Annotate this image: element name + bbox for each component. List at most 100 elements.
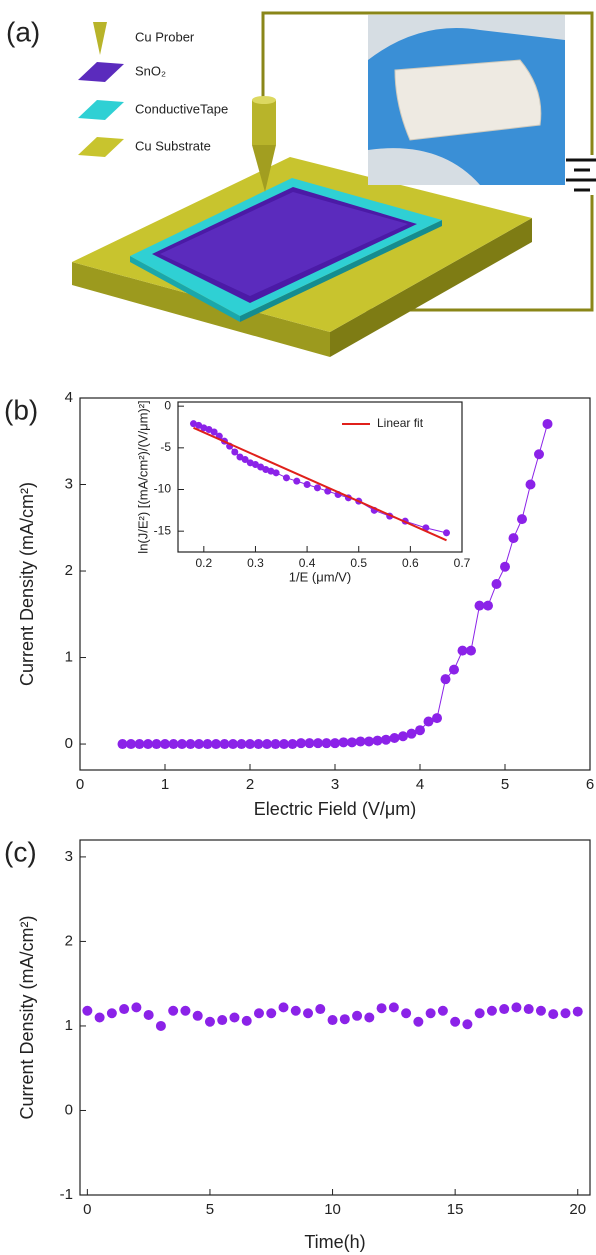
data-point [254,1008,264,1018]
y-tick-label: 2 [65,562,73,579]
y-tick-label: 4 [65,389,73,406]
data-point [475,1008,485,1018]
y-tick-label: -15 [154,523,172,537]
data-point [347,737,357,747]
legend-label: Cu Substrate [135,138,211,153]
data-point [407,729,417,739]
x-tick-label: 6 [586,776,594,793]
data-point [180,1006,190,1016]
data-point [560,1008,570,1018]
panel-label: (c) [4,836,37,867]
y-tick-label: -5 [160,440,171,454]
data-point [131,1002,141,1012]
x-tick-label: 4 [416,776,424,793]
icon-tape [78,100,124,120]
data-point [144,1010,154,1020]
probe [252,100,276,145]
x-tick-label: 0.7 [454,556,471,570]
data-point [283,474,290,481]
data-point [511,1002,521,1012]
data-point [526,480,536,490]
icon-sno2 [78,62,124,82]
data-point [279,1002,289,1012]
y-axis-label: Current Density (mA/cm²) [17,482,37,686]
data-point [288,739,298,749]
data-point [517,514,527,524]
data-point [205,1017,215,1027]
data-point [156,1021,166,1031]
x-axis-label: Time(h) [304,1232,365,1252]
x-axis-label: Electric Field (V/μm) [254,799,416,819]
x-tick-label: 0 [76,776,84,793]
x-tick-label: 0.2 [195,556,212,570]
data-point [315,1004,325,1014]
data-point [95,1013,105,1023]
figure: (a) Cu Prober SnO₂ [0,0,596,1255]
icon-prober [93,22,107,55]
icon-substrate [78,137,124,157]
data-point [303,1008,313,1018]
y-tick-label: 0 [65,1101,73,1118]
data-point [415,725,425,735]
data-point [352,1011,362,1021]
page: {"panel_a": {"label": "(a)", "legend": [… [0,0,596,1255]
data-point [483,601,493,611]
data-point [330,738,340,748]
data-point [229,1013,239,1023]
data-point [536,1006,546,1016]
x-tick-label: 2 [246,776,254,793]
data-point [492,579,502,589]
y-tick-label: 1 [65,649,73,666]
data-point [304,481,311,488]
data-point [534,449,544,459]
legend-label: Cu Prober [135,29,195,44]
y-tick-label: 0 [164,398,171,412]
data-point [466,646,476,656]
x-tick-label: 0.3 [247,556,264,570]
data-point [401,1008,411,1018]
data-point [438,1006,448,1016]
x-tick-label: 10 [324,1201,341,1218]
y-tick-label: 2 [65,932,73,949]
data-point [462,1019,472,1029]
legend-label: SnO₂ [135,63,166,78]
panel-label: (a) [6,16,40,47]
y-tick-label: 0 [65,735,73,752]
x-tick-label: 5 [206,1201,214,1218]
data-point [377,1003,387,1013]
probe [252,96,276,104]
data-point [573,1007,583,1017]
data-point [373,736,383,746]
data-point [328,1015,338,1025]
data-point [413,1017,423,1027]
x-tick-label: 0.5 [350,556,367,570]
data-point [441,674,451,684]
x-tick-label: 15 [447,1201,464,1218]
data-point [389,1002,399,1012]
data-point [217,1015,227,1025]
data-point [168,1006,178,1016]
data-point [314,484,321,491]
data-point [449,665,459,675]
x-tick-label: 1 [161,776,169,793]
data-point [500,562,510,572]
x-tick-label: 0 [83,1201,91,1218]
data-point [499,1004,509,1014]
data-point [291,1006,301,1016]
data-point [424,717,434,727]
diagram: (a) Cu Prober SnO₂ [6,13,596,357]
data-point [193,1011,203,1021]
y-tick-label: -1 [60,1186,73,1203]
data-point [364,1013,374,1023]
data-point [426,1008,436,1018]
y-tick-label: 3 [65,848,73,865]
y-axis-label: ln(J/E²) [(mA/cm²)/(V/μm)²] [135,400,150,553]
x-axis-label: 1/E (μm/V) [289,569,351,584]
data-point [340,1014,350,1024]
data-point [390,733,400,743]
x-tick-label: 20 [569,1201,586,1218]
data-point [242,1016,252,1026]
data-point [266,1008,276,1018]
x-tick-label: 0.6 [402,556,419,570]
y-tick-label: 1 [65,1017,73,1034]
